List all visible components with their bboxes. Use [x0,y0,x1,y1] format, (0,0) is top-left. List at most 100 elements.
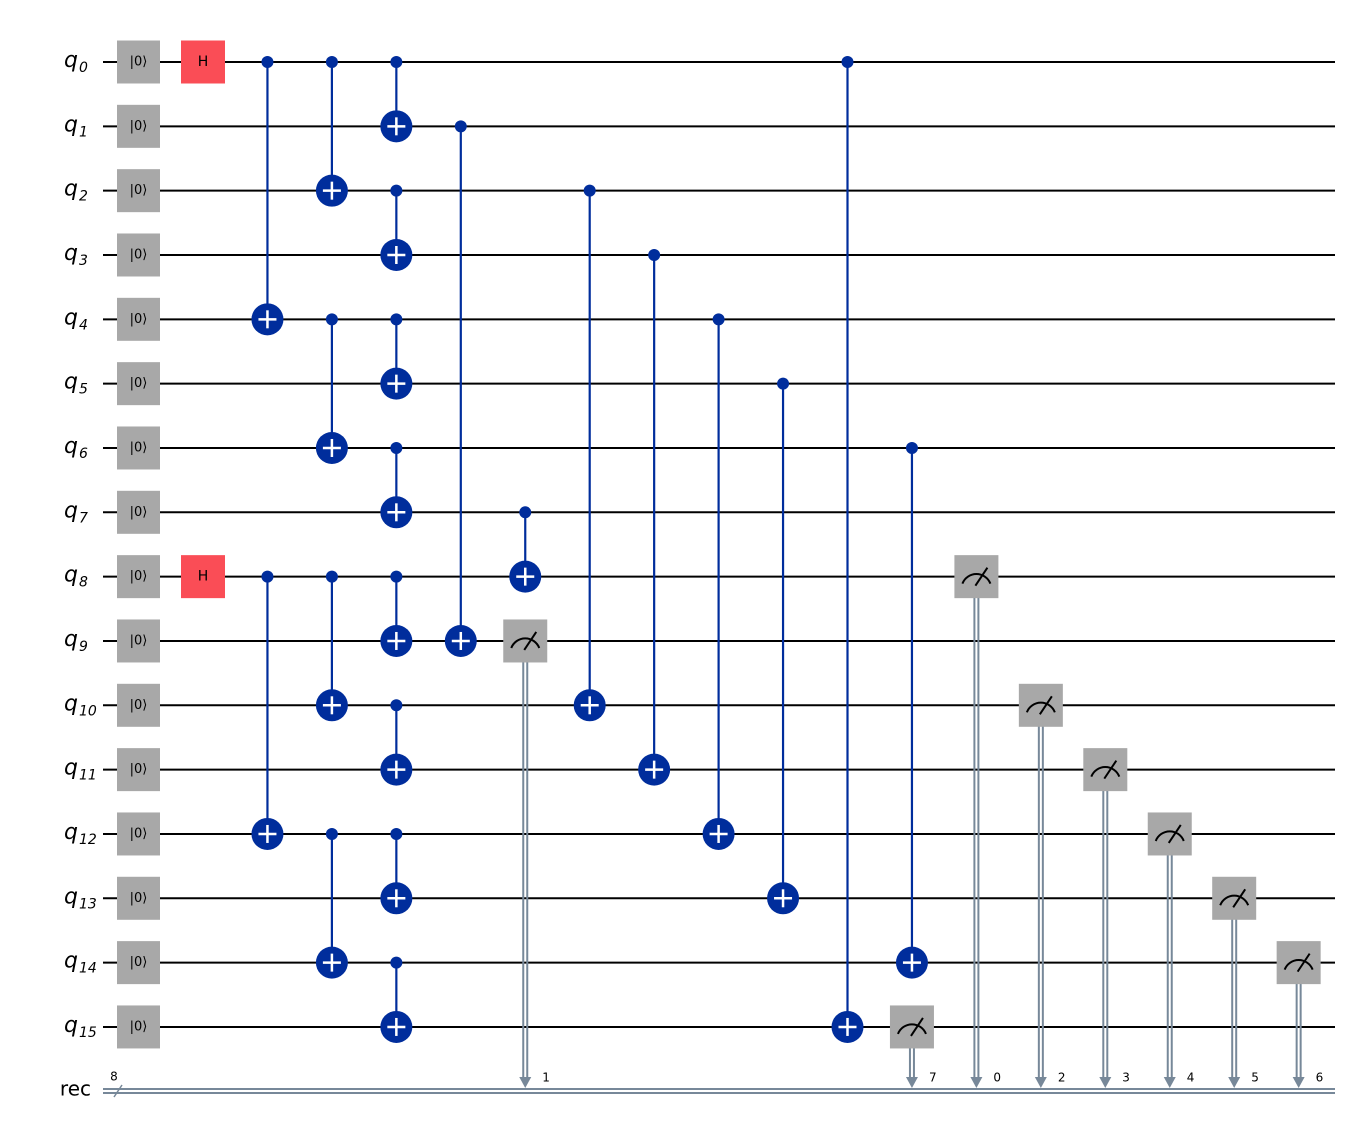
reset-label: |0⟩ [130,183,148,198]
h-gate [181,555,225,599]
reset-label: |0⟩ [130,891,148,906]
wires: q 0 |0⟩q 1 |0⟩q 2 |0⟩q 3 |0⟩q 4 |0⟩q 5 |0⟩q 6 |0⟩q 7 |0⟩… [60,40,1335,1101]
reset-box [117,1005,160,1049]
gate-label: H [198,569,209,585]
bit-label: 3 [1122,1071,1130,1085]
meter-arc [1283,959,1314,971]
control-dot [390,570,403,583]
qubit-index: 1 [79,124,88,140]
qubit-name: q [64,1013,78,1038]
reset-box [117,169,160,213]
arrow [1034,1077,1047,1088]
control-dot [390,956,403,969]
meter-needle [1232,888,1247,908]
reset-box [117,426,160,470]
qubit-name: q [64,691,78,716]
reset-box [117,748,160,792]
reset-box [117,490,160,534]
qubit-index: 10 [79,703,97,719]
reset-box [117,555,160,599]
operations: H H 1 7 0 2 3 4 5 6 [181,40,1324,1088]
measure-box [1018,683,1063,727]
control-dot [390,699,403,712]
qubit-name: q [64,370,78,395]
control-dot [648,248,661,261]
reset-label: |0⟩ [130,633,148,648]
arrow [905,1077,918,1088]
reset-box [117,104,160,148]
meter-needle [974,567,989,587]
meter-needle [1296,953,1311,973]
meter-arc [961,573,992,585]
qubit-index: 12 [79,832,97,848]
control-dot [454,120,467,133]
reset-label: |0⟩ [130,1019,148,1034]
reset-label: |0⟩ [130,698,148,713]
reset-label: |0⟩ [130,119,148,134]
measure-box [1147,812,1192,856]
meter-arc [897,1023,927,1035]
qubit-name: q [64,48,78,73]
bit-label: 6 [1316,1071,1324,1085]
meter-needle [910,1017,924,1037]
bit-label: 4 [1187,1071,1195,1085]
control-dot [777,377,790,390]
qubit-name: q [64,627,78,652]
qubit-name: q [64,434,78,459]
meter-arc [1219,894,1250,906]
qubit-name: q [64,949,78,974]
control-dot [325,56,338,68]
reset-label: |0⟩ [130,312,148,327]
meter-needle [523,631,538,651]
measure-box [1212,876,1257,920]
control-dot [390,56,403,68]
control-dot [390,313,403,326]
bit-label: 2 [1058,1071,1066,1085]
reset-label: |0⟩ [130,826,148,841]
control-dot [712,313,725,326]
qubit-index: 4 [79,317,88,333]
bit-label: 0 [993,1071,1001,1085]
qubit-index: 11 [79,768,97,784]
arrow [1099,1077,1112,1088]
qubit-index: 8 [79,575,88,591]
register-size: 8 [110,1070,118,1084]
register-name: rec [60,1077,91,1101]
reset-box [117,40,160,84]
reset-box [117,233,160,277]
qubit-name: q [64,241,78,266]
reset-box [117,683,160,727]
reset-box [117,876,160,920]
meter-arc [510,637,541,649]
bit-label: 5 [1251,1071,1259,1085]
gate-label: H [198,54,209,70]
reset-label: |0⟩ [130,440,148,455]
control-dot [905,441,918,454]
reset-box [117,619,160,663]
reset-label: |0⟩ [130,569,148,584]
reset-box [117,297,160,341]
measure-box [954,555,999,599]
qubit-name: q [64,112,78,137]
control-dot [261,570,274,583]
meter-needle [1167,824,1182,844]
arrow [519,1077,532,1088]
control-dot [325,570,338,583]
measure-box [889,1005,934,1049]
qubit-index: 7 [79,510,88,526]
reset-label: |0⟩ [130,955,148,970]
reset-label: |0⟩ [130,505,148,520]
reset-label: |0⟩ [130,376,148,391]
qubit-name: q [64,563,78,588]
qubit-index: 14 [79,961,97,977]
meter-needle [1103,760,1118,780]
arrow [1163,1077,1176,1088]
qubit-index: 13 [79,896,97,912]
arrow [1228,1077,1241,1088]
control-dot [519,506,532,519]
qubit-name: q [64,756,78,781]
reset-label: |0⟩ [130,247,148,262]
qubit-index: 9 [79,639,88,655]
reset-box [117,362,160,406]
